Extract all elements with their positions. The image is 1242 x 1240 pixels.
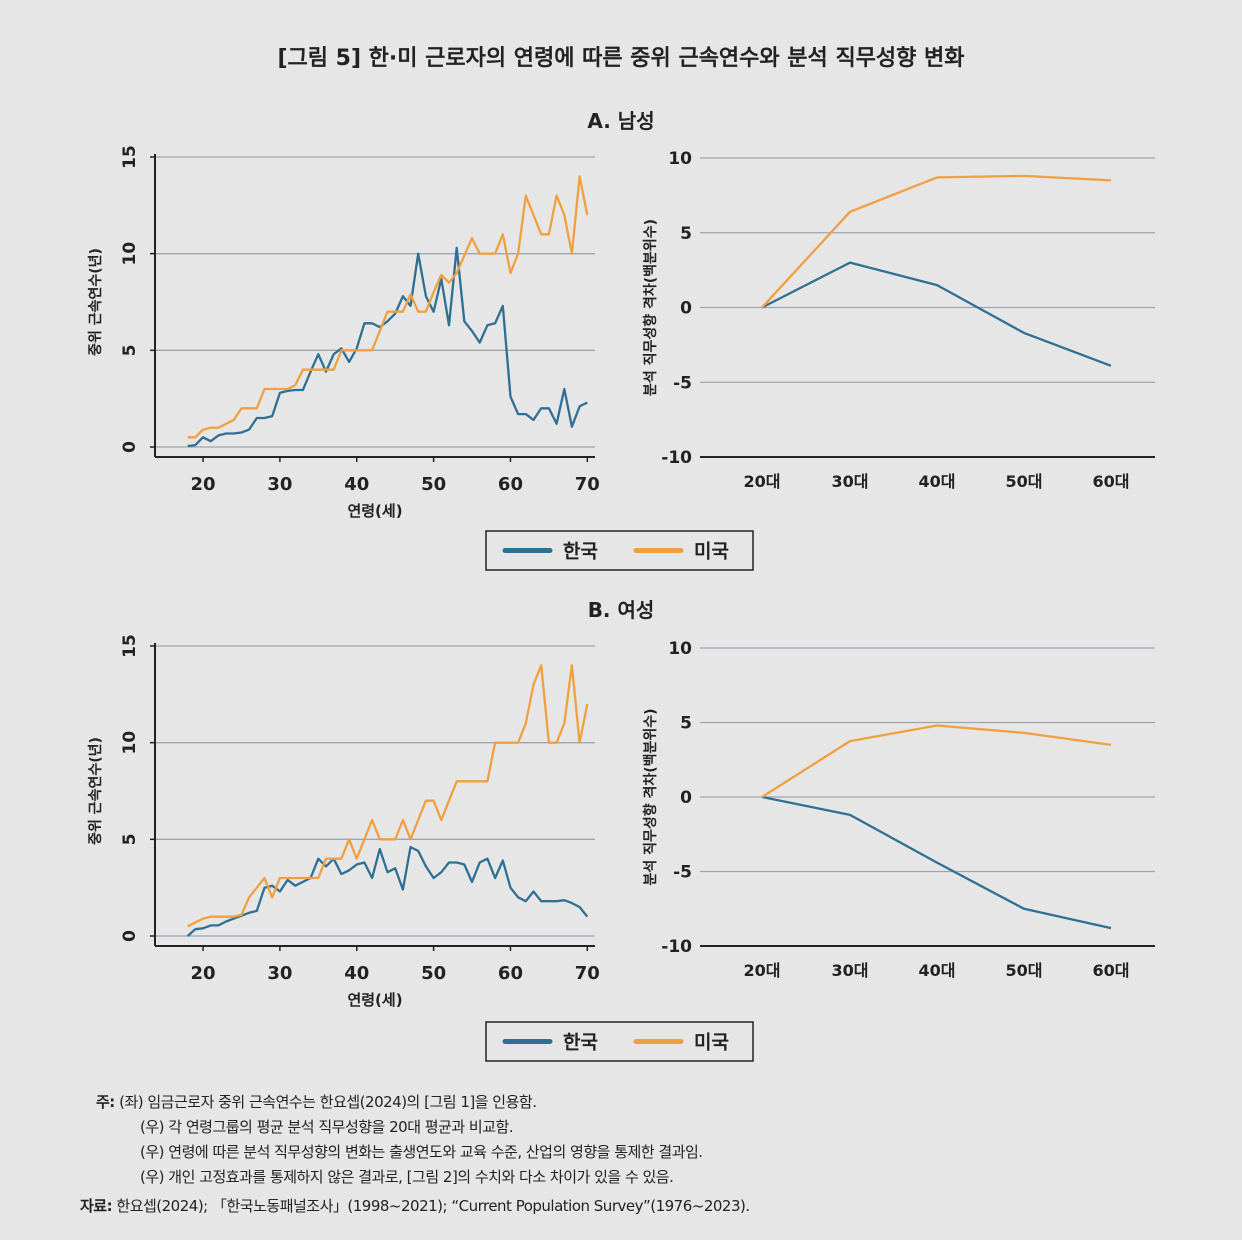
chart-panel-3: 0 5 10 15 20 30 40 50 60 70 연령(세) 중위 근속연수(년): [88, 634, 600, 1009]
y-tick-label: 10: [120, 731, 140, 755]
x-tick-label: 30: [267, 963, 292, 984]
y-tick-label: -5: [673, 373, 692, 393]
chart-panel-1: 0 5 10 15 20 30 40 50 60 70 연령(세) 중위 근속연수(년): [88, 145, 600, 520]
y-tick-label: 0: [680, 299, 692, 319]
notes-label: 주:: [96, 1093, 115, 1111]
figure: [그림 5] 한·미 근로자의 연령에 따른 중위 근속연수와 분석 직무성향 …: [88, 46, 1155, 1062]
source-label: 자료:: [80, 1197, 113, 1215]
note-line: (우) 각 연령그룹의 평균 분석 직무성향을 20대 평균과 비교함.: [96, 1115, 750, 1140]
x-tick-label: 40: [344, 963, 369, 984]
y-tick-label: 5: [680, 224, 692, 244]
legend-label-us: 미국: [694, 1032, 729, 1054]
x-tick-label: 20대: [744, 961, 781, 980]
legend-label-us: 미국: [694, 541, 729, 563]
chart-panel-2: -10 -5 0 5 10 20대 30대 40대 50대 60대 분석 직무성향 격차(백분위수): [642, 149, 1155, 491]
x-tick-label: 20: [191, 474, 216, 495]
series-line-us: [187, 175, 589, 439]
x-tick-label: 50: [421, 474, 446, 495]
note-text: (좌) 임금근로자 중위 근속연수는 한요셉(2024)의 [그림 1]을 인용…: [119, 1093, 537, 1111]
x-tick-label: 60: [498, 963, 523, 984]
y-axis-label: 중위 근속연수(년): [88, 248, 104, 356]
y-tick-label: 0: [120, 441, 140, 453]
x-tick-label: 20대: [744, 472, 781, 491]
panel-a-title: A. 남성: [587, 109, 654, 133]
x-tick-label: 40대: [919, 961, 956, 980]
series-line-us: [761, 174, 1112, 309]
x-tick-label: 40대: [919, 472, 956, 491]
x-tick-label: 70: [575, 474, 600, 495]
legend: 한국 미국: [485, 1021, 754, 1062]
note-text: (우) 개인 고정효과를 통제하지 않은 결과로, [그림 2]의 수치와 다소…: [140, 1168, 674, 1186]
x-axis-label: 연령(세): [347, 991, 402, 1009]
x-tick-label: 60대: [1093, 961, 1130, 980]
x-tick-label: 20: [191, 963, 216, 984]
note-line: (우) 연령에 따른 분석 직무성향의 변화는 출생연도와 교육 수준, 산업의…: [96, 1140, 750, 1165]
legend-label-korea: 한국: [563, 541, 598, 563]
series-line-korea: [186, 845, 589, 937]
y-tick-label: 5: [680, 714, 692, 734]
y-tick-label: 10: [668, 639, 692, 659]
series-line-korea: [761, 261, 1112, 367]
x-tick-label: 60대: [1093, 472, 1130, 491]
x-tick-label: 40: [344, 474, 369, 495]
y-tick-label: 5: [120, 833, 140, 845]
y-axis-label: 중위 근속연수(년): [88, 737, 104, 845]
source-text: 한요셉(2024); 「한국노동패널조사」(1998~2021); “Curre…: [116, 1197, 750, 1215]
note-line: (우) 개인 고정효과를 통제하지 않은 결과로, [그림 2]의 수치와 다소…: [96, 1165, 750, 1190]
note-line: 주: (좌) 임금근로자 중위 근속연수는 한요셉(2024)의 [그림 1]을…: [96, 1090, 750, 1115]
notes: 주: (좌) 임금근로자 중위 근속연수는 한요셉(2024)의 [그림 1]을…: [80, 1090, 750, 1219]
y-tick-label: -10: [661, 448, 692, 468]
x-tick-label: 50대: [1006, 472, 1043, 491]
y-tick-label: 10: [120, 242, 140, 266]
y-axis-label: 분석 직무성향 격차(백분위수): [642, 219, 659, 396]
series-line-us: [761, 724, 1112, 798]
legend-box: [485, 1021, 754, 1062]
x-axis-label: 연령(세): [347, 502, 402, 520]
x-tick-label: 70: [575, 963, 600, 984]
x-tick-label: 30: [267, 474, 292, 495]
legend-label-korea: 한국: [563, 1032, 598, 1054]
panel-b-title: B. 여성: [588, 598, 655, 622]
y-tick-label: 15: [120, 145, 140, 169]
series-line-korea: [187, 246, 588, 448]
x-tick-label: 60: [498, 474, 523, 495]
note-text: (우) 연령에 따른 분석 직무성향의 변화는 출생연도와 교육 수준, 산업의…: [140, 1143, 703, 1161]
y-tick-label: 5: [120, 344, 140, 356]
y-tick-label: 0: [120, 930, 140, 942]
y-tick-label: -10: [661, 937, 692, 957]
x-tick-label: 50: [421, 963, 446, 984]
x-tick-label: 30대: [832, 961, 869, 980]
note-text: (우) 각 연령그룹의 평균 분석 직무성향을 20대 평균과 비교함.: [140, 1118, 514, 1136]
y-tick-label: 0: [680, 788, 692, 808]
x-tick-label: 50대: [1006, 961, 1043, 980]
source-line: 자료: 한요셉(2024); 「한국노동패널조사」(1998~2021); “C…: [80, 1194, 750, 1219]
y-axis-label: 분석 직무성향 격차(백분위수): [642, 708, 659, 885]
series-line-us: [187, 664, 589, 928]
y-tick-label: 15: [120, 634, 140, 658]
legend: 한국 미국: [485, 530, 754, 571]
y-tick-label: -5: [673, 863, 692, 883]
chart-panel-4: -10 -5 0 5 10 20대 30대 40대 50대 60대 분석 직무성향 격차(백분위수): [642, 639, 1155, 980]
y-tick-label: 10: [668, 149, 692, 169]
legend-box: [485, 530, 754, 571]
figure-title: [그림 5] 한·미 근로자의 연령에 따른 중위 근속연수와 분석 직무성향 …: [277, 46, 964, 71]
series-line-korea: [761, 795, 1112, 930]
x-tick-label: 30대: [832, 472, 869, 491]
